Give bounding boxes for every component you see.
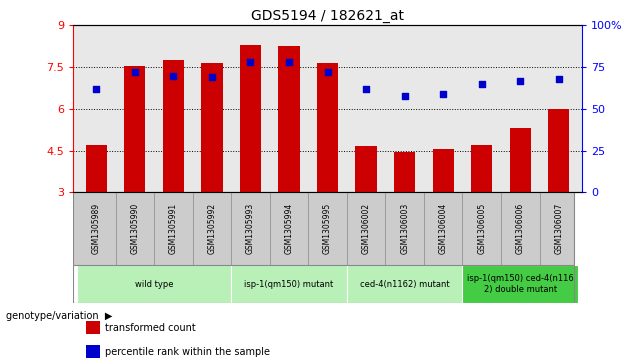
- Text: GSM1306007: GSM1306007: [555, 203, 563, 254]
- Text: GSM1305994: GSM1305994: [284, 203, 293, 254]
- Bar: [86, 321, 100, 334]
- Point: [91, 86, 101, 92]
- Bar: [317, 63, 338, 192]
- Bar: [509, 129, 531, 192]
- Text: isp-1(qm150) ced-4(n116
2) double mutant: isp-1(qm150) ced-4(n116 2) double mutant: [467, 274, 574, 294]
- Bar: [548, 109, 569, 192]
- Bar: [124, 66, 146, 192]
- Point: [438, 91, 448, 97]
- Bar: [462, 265, 578, 303]
- Bar: [394, 152, 415, 192]
- Bar: [279, 46, 300, 192]
- Point: [515, 78, 525, 83]
- Point: [245, 59, 256, 65]
- Point: [399, 93, 410, 98]
- Text: GSM1306006: GSM1306006: [516, 203, 525, 254]
- Text: GSM1305991: GSM1305991: [169, 203, 178, 254]
- Title: GDS5194 / 182621_at: GDS5194 / 182621_at: [251, 9, 404, 23]
- Text: ced-4(n1162) mutant: ced-4(n1162) mutant: [360, 280, 450, 289]
- Text: GSM1305989: GSM1305989: [92, 203, 100, 254]
- Text: GSM1306004: GSM1306004: [439, 203, 448, 254]
- Bar: [347, 265, 462, 303]
- Point: [554, 76, 564, 82]
- Text: wild type: wild type: [135, 280, 174, 289]
- Text: GSM1306005: GSM1306005: [477, 203, 486, 254]
- Bar: [86, 145, 107, 192]
- Text: GSM1305990: GSM1305990: [130, 203, 139, 254]
- Text: GSM1305995: GSM1305995: [323, 203, 332, 254]
- Point: [169, 73, 179, 78]
- Bar: [432, 149, 453, 192]
- Text: GSM1306002: GSM1306002: [362, 203, 371, 254]
- Point: [130, 69, 140, 75]
- Bar: [163, 60, 184, 192]
- Bar: [231, 265, 347, 303]
- Point: [322, 69, 333, 75]
- Bar: [202, 63, 223, 192]
- Point: [361, 86, 371, 92]
- Bar: [356, 147, 377, 192]
- Text: GSM1305992: GSM1305992: [207, 203, 216, 254]
- Text: GSM1306003: GSM1306003: [400, 203, 409, 254]
- Text: isp-1(qm150) mutant: isp-1(qm150) mutant: [244, 280, 334, 289]
- Text: percentile rank within the sample: percentile rank within the sample: [105, 347, 270, 356]
- Bar: [240, 45, 261, 192]
- Point: [284, 59, 294, 65]
- Point: [476, 81, 487, 87]
- Text: transformed count: transformed count: [105, 323, 196, 333]
- Bar: [77, 265, 231, 303]
- Point: [207, 74, 217, 80]
- Text: genotype/variation  ▶: genotype/variation ▶: [6, 311, 113, 321]
- Bar: [471, 145, 492, 192]
- Text: GSM1305993: GSM1305993: [246, 203, 255, 254]
- Bar: [86, 345, 100, 358]
